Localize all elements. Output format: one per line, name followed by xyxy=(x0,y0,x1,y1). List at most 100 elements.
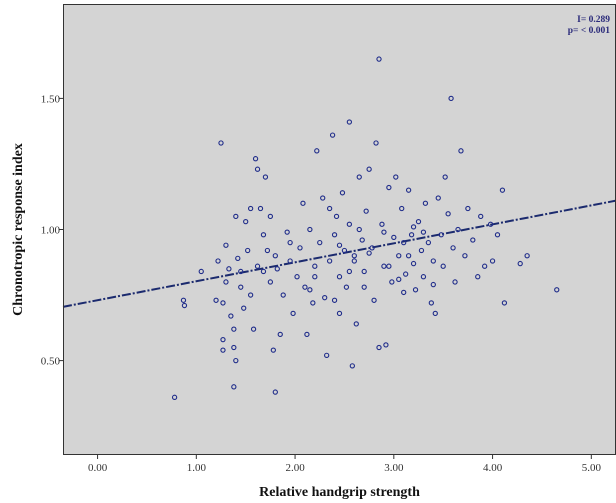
x-tick-label: 3.00 xyxy=(384,462,404,474)
data-point xyxy=(312,274,318,280)
data-point xyxy=(381,263,387,269)
x-tick-label: 1.00 xyxy=(187,462,207,474)
data-point xyxy=(376,344,382,351)
data-point xyxy=(420,229,427,235)
data-point xyxy=(277,331,283,338)
data-point xyxy=(371,297,377,303)
data-point xyxy=(257,205,264,212)
correlation-label: I= 0.289 xyxy=(577,15,610,25)
x-tick-label: 4.00 xyxy=(483,462,503,474)
data-point xyxy=(341,247,348,254)
y-axis-ticks: 0.50 1.00 1.50 xyxy=(41,93,63,368)
data-point xyxy=(470,237,476,243)
data-point xyxy=(346,268,353,275)
plot-panel xyxy=(63,4,616,455)
data-point xyxy=(346,221,353,227)
data-point xyxy=(428,300,434,306)
data-point xyxy=(445,211,451,217)
data-point xyxy=(264,247,271,254)
data-point xyxy=(351,253,357,259)
data-point xyxy=(329,132,336,138)
data-point xyxy=(181,302,188,309)
data-point xyxy=(415,218,422,225)
data-point xyxy=(294,274,300,280)
y-tick-label: 1.50 xyxy=(41,93,61,105)
data-point xyxy=(391,234,397,241)
data-point xyxy=(524,253,530,259)
data-point xyxy=(442,174,448,180)
data-point xyxy=(247,292,254,298)
data-point xyxy=(254,166,261,172)
data-point xyxy=(322,295,328,301)
data-point xyxy=(401,239,407,246)
data-point xyxy=(386,263,392,269)
data-point xyxy=(336,242,343,248)
data-point xyxy=(231,344,237,351)
data-point xyxy=(356,226,362,233)
data-point xyxy=(300,200,306,206)
data-point xyxy=(458,148,464,154)
data-point xyxy=(346,119,353,125)
data-point xyxy=(450,245,456,251)
data-point xyxy=(320,195,326,201)
data-point xyxy=(410,224,417,230)
data-point xyxy=(274,266,280,272)
data-point xyxy=(349,363,355,369)
data-point xyxy=(383,342,389,348)
data-point xyxy=(331,297,338,303)
data-point xyxy=(405,253,412,259)
data-point xyxy=(396,276,402,282)
data-point xyxy=(272,389,278,395)
p-value-label: p= < 0.001 xyxy=(568,26,610,36)
data-point xyxy=(304,331,310,338)
data-point xyxy=(376,56,382,62)
data-point xyxy=(235,255,241,261)
data-point xyxy=(331,232,338,238)
data-point xyxy=(389,279,395,285)
data-point xyxy=(386,184,392,191)
data-point xyxy=(489,258,496,264)
data-point xyxy=(420,274,427,280)
data-point xyxy=(317,239,323,246)
data-point xyxy=(226,266,232,272)
data-point xyxy=(422,200,429,206)
data-point xyxy=(223,242,229,248)
data-point xyxy=(343,284,350,290)
data-point xyxy=(267,279,274,285)
data-point xyxy=(410,260,417,267)
data-point xyxy=(290,310,296,317)
data-point xyxy=(435,195,441,201)
data-point xyxy=(554,287,560,293)
data-point xyxy=(403,271,409,277)
data-point xyxy=(307,226,313,233)
x-axis-title: Relative handgrip strength xyxy=(259,485,420,500)
data-point xyxy=(478,213,484,220)
data-point xyxy=(220,300,226,306)
data-point xyxy=(448,95,454,102)
data-point xyxy=(336,274,343,280)
data-point xyxy=(267,213,274,220)
data-point xyxy=(245,247,251,254)
data-point xyxy=(231,384,237,390)
y-tick-label: 0.50 xyxy=(41,356,61,368)
data-point xyxy=(243,218,249,225)
data-point xyxy=(482,263,488,269)
data-point xyxy=(359,237,365,243)
data-point xyxy=(494,232,501,238)
data-point xyxy=(254,263,261,269)
data-point xyxy=(452,279,458,285)
data-point xyxy=(326,258,333,264)
data-point xyxy=(220,336,226,343)
data-point xyxy=(432,310,438,317)
data-point xyxy=(287,258,293,264)
data-point xyxy=(517,260,523,267)
data-point xyxy=(475,274,481,280)
data-point xyxy=(220,347,226,353)
data-point xyxy=(228,313,234,319)
data-point xyxy=(260,268,267,275)
data-point xyxy=(215,258,221,264)
data-point xyxy=(180,297,187,303)
data-point xyxy=(314,148,320,154)
data-point xyxy=(260,232,267,238)
